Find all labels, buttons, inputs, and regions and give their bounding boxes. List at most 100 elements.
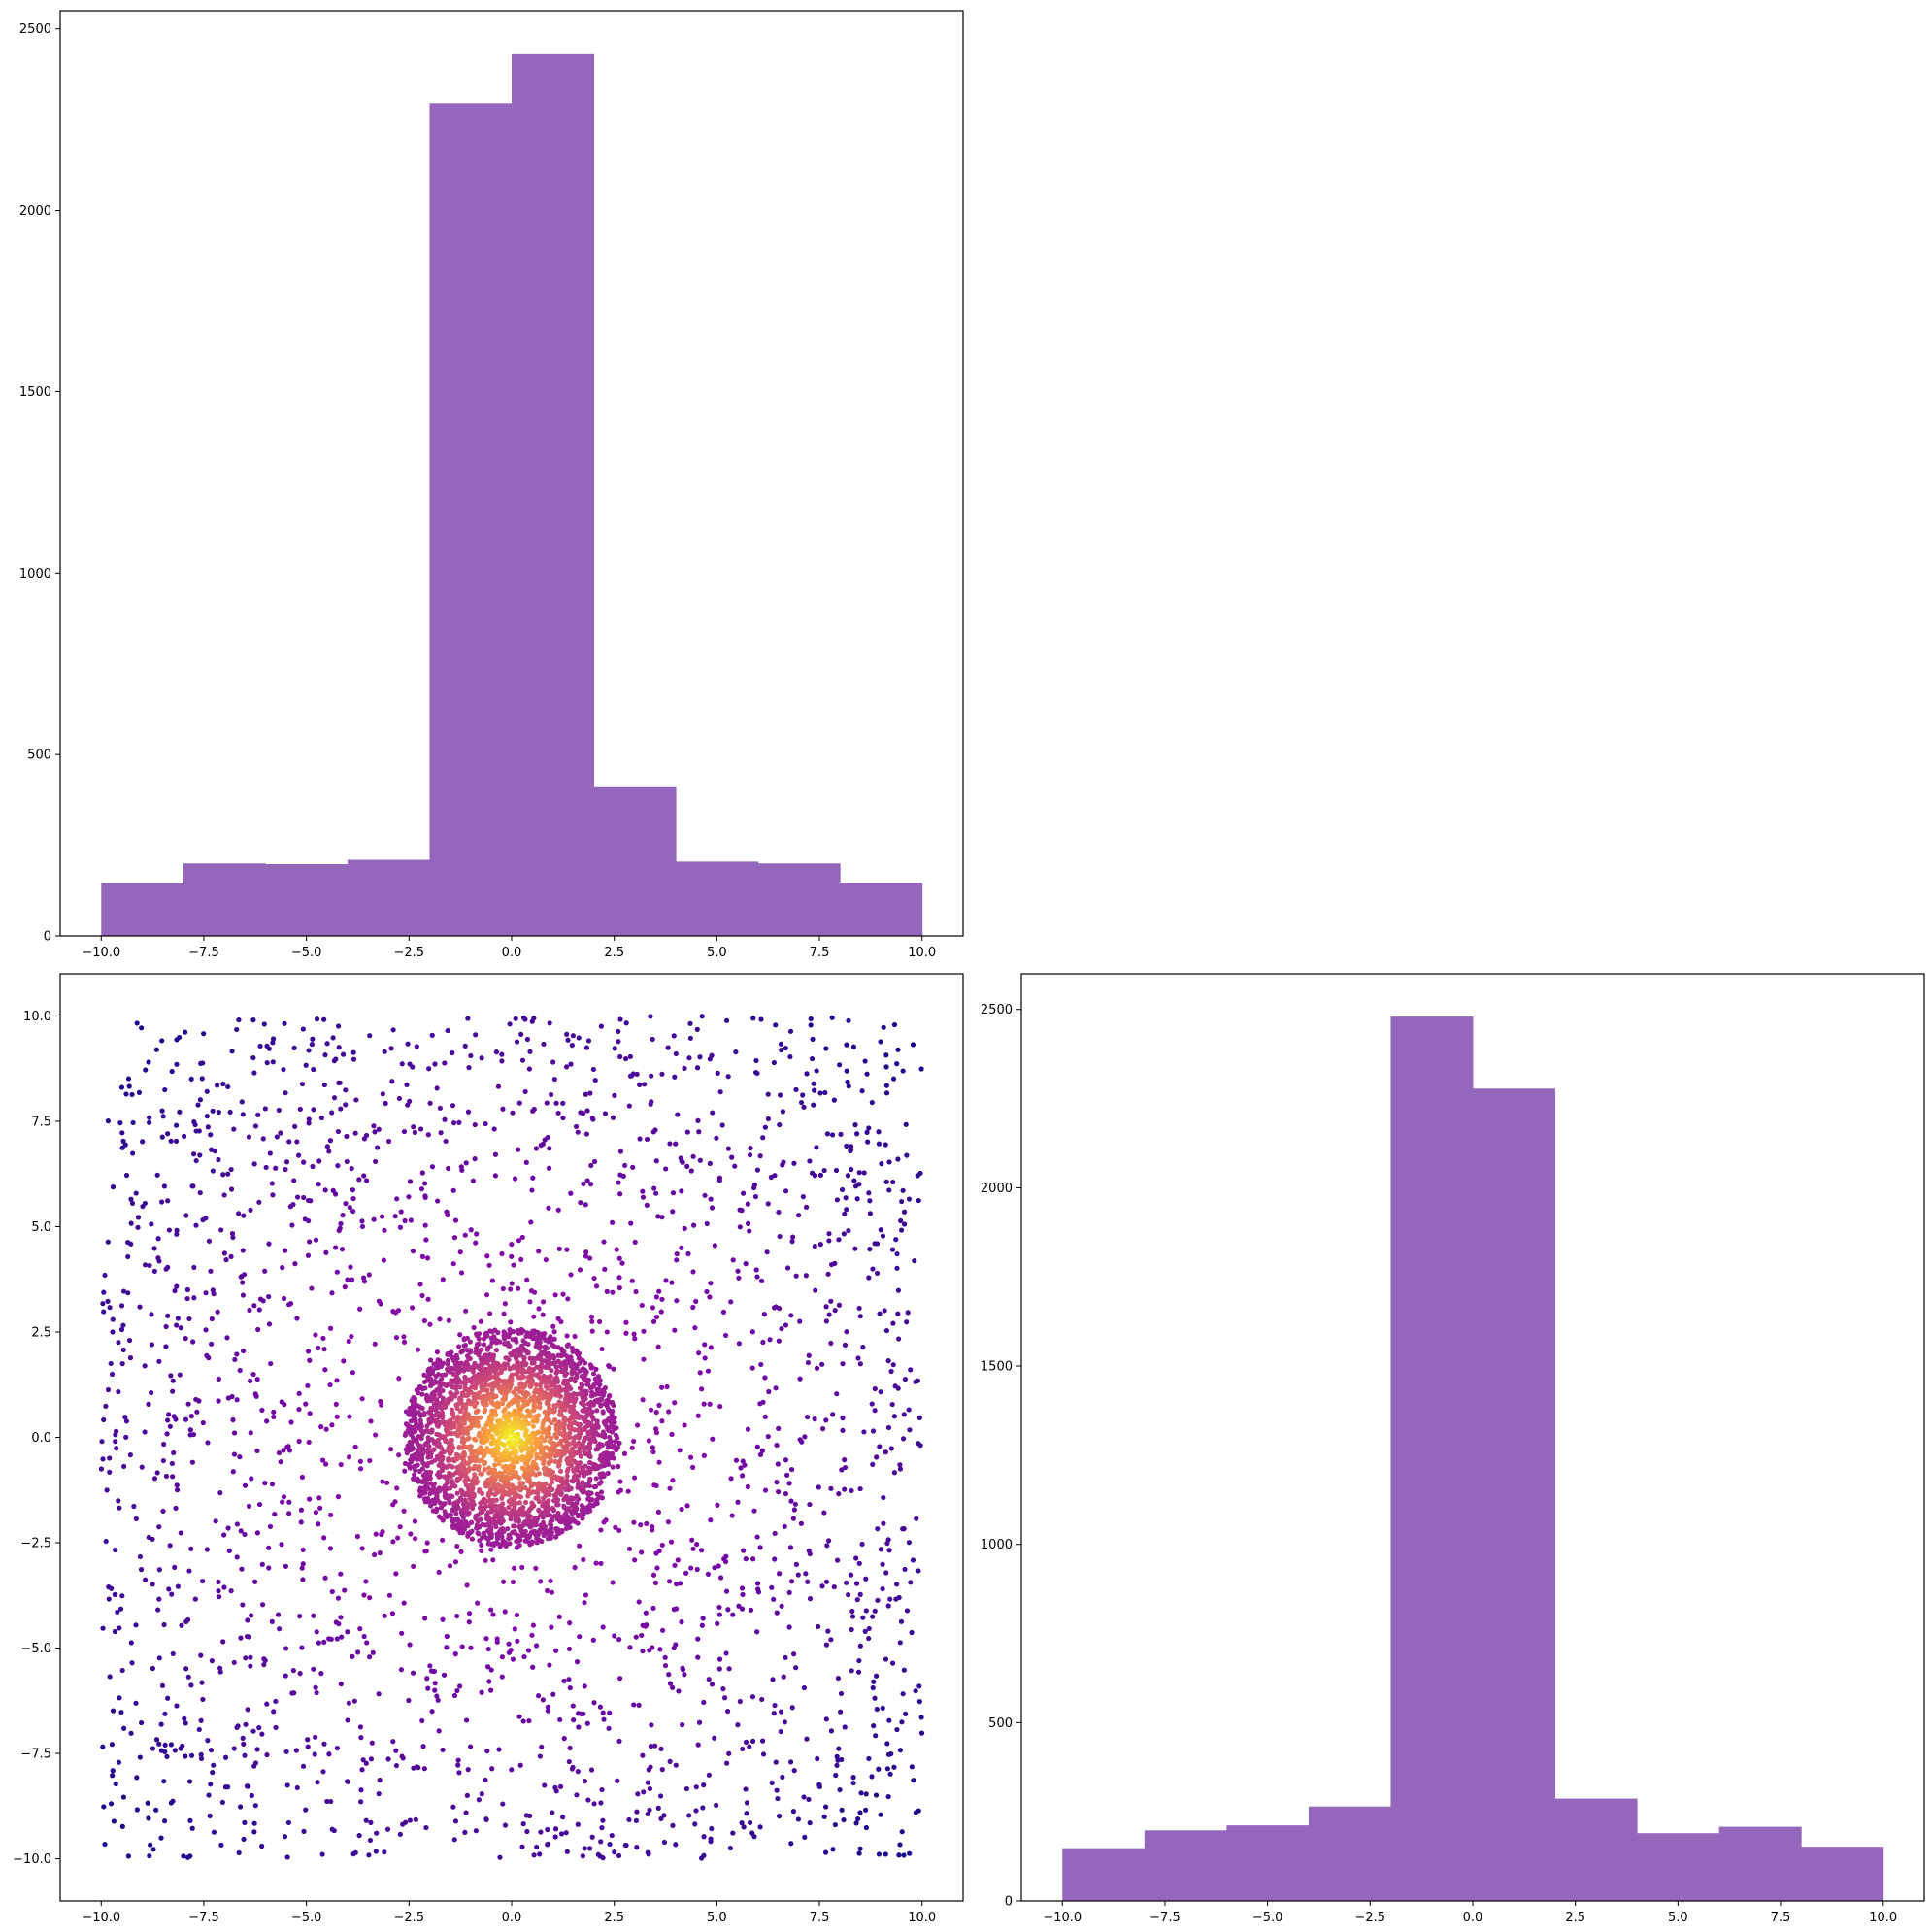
scatter-point — [732, 1163, 738, 1169]
scatter-point — [715, 1070, 720, 1076]
scatter-point — [549, 1589, 555, 1595]
scatter-point — [878, 1227, 883, 1233]
scatter-point — [422, 1385, 428, 1391]
scatter-point — [724, 1708, 731, 1715]
scatter-point — [607, 1841, 613, 1848]
scatter-point — [737, 1698, 743, 1705]
histogram-bar — [101, 883, 184, 936]
scatter-point — [225, 1171, 231, 1177]
scatter-point — [564, 1443, 570, 1449]
scatter-point — [634, 1845, 640, 1850]
scatter-point — [629, 1278, 635, 1283]
scatter-point — [545, 1385, 550, 1391]
scatter-point — [723, 1588, 730, 1594]
scatter-point — [342, 1587, 348, 1593]
scatter-point — [462, 1232, 468, 1238]
scatter-point — [216, 1156, 221, 1163]
scatter-point — [493, 1049, 499, 1055]
scatter-point — [582, 1360, 588, 1366]
scatter-point — [367, 1837, 374, 1844]
scatter-point — [725, 1074, 731, 1080]
scatter-point — [338, 1461, 344, 1468]
scatter-point — [690, 1222, 697, 1228]
scatter-point — [495, 1083, 502, 1089]
scatter-point — [916, 1683, 922, 1689]
scatter-point — [291, 1178, 297, 1183]
scatter-point — [701, 1401, 707, 1407]
scatter-point — [359, 1396, 365, 1402]
scatter-point — [801, 1684, 807, 1691]
scatter-point — [533, 1146, 540, 1151]
scatter-point — [584, 1490, 590, 1496]
scatter-point — [299, 1474, 306, 1481]
scatter-point — [492, 1382, 498, 1389]
scatter-point — [462, 1043, 468, 1049]
scatter-point — [394, 1535, 401, 1541]
scatter-point — [759, 1448, 765, 1453]
scatter-point — [423, 1824, 429, 1831]
scatter-point — [900, 1068, 906, 1074]
scatter-point — [646, 1438, 651, 1444]
scatter-point — [128, 1241, 134, 1247]
scatter-point — [163, 1473, 170, 1480]
scatter-point — [853, 1820, 859, 1826]
scatter-point — [465, 1016, 471, 1021]
scatter-point — [247, 1378, 253, 1384]
scatter-point — [125, 1853, 132, 1859]
scatter-point — [137, 1304, 143, 1310]
scatter-point — [374, 1145, 381, 1150]
scatter-point — [842, 1211, 848, 1216]
scatter-point — [551, 1513, 558, 1519]
scatter-point — [170, 1388, 176, 1394]
scatter-point — [109, 1742, 116, 1748]
scatter-point — [529, 1500, 535, 1506]
scatter-point — [491, 1126, 497, 1132]
scatter-point — [788, 1759, 794, 1765]
scatter-point — [420, 1744, 426, 1749]
scatter-point — [128, 1196, 134, 1202]
scatter-point — [587, 1090, 593, 1096]
scatter-point — [834, 1391, 840, 1397]
scatter-point — [839, 1807, 845, 1813]
scatter-point — [358, 1787, 364, 1793]
scatter-point — [518, 1256, 524, 1263]
scatter-point — [673, 1050, 679, 1057]
scatter-point — [598, 1527, 604, 1533]
scatter-point — [423, 1549, 429, 1554]
scatter-point — [220, 1172, 226, 1178]
scatter-point — [206, 1792, 212, 1798]
scatter-point — [684, 1129, 690, 1135]
scatter-point — [748, 1145, 753, 1151]
scatter-point — [101, 1309, 107, 1315]
scatter-point — [517, 1762, 523, 1768]
scatter-point — [512, 1626, 517, 1632]
scatter-point — [472, 1403, 478, 1410]
scatter-point — [208, 1132, 214, 1138]
scatter-point — [641, 1789, 647, 1795]
scatter-point — [125, 1253, 131, 1260]
scatter-point — [716, 1563, 721, 1569]
scatter-point — [530, 1175, 536, 1181]
scatter-point — [440, 1537, 446, 1543]
scatter-point — [374, 1830, 380, 1836]
scatter-point — [489, 1386, 495, 1393]
scatter-point — [617, 1479, 623, 1484]
scatter-point — [294, 1139, 300, 1145]
scatter-point — [146, 1401, 151, 1407]
scatter-point — [432, 1687, 438, 1693]
scatter-point — [543, 1380, 549, 1385]
scatter-point — [200, 1696, 206, 1703]
scatter-point — [267, 1150, 273, 1156]
scatter-point — [547, 1146, 552, 1151]
scatter-point — [483, 1636, 489, 1642]
scatter-point — [616, 1527, 622, 1533]
scatter-point — [887, 1596, 893, 1602]
scatter-point — [583, 1463, 588, 1469]
scatter-point — [686, 1813, 692, 1818]
scatter-point — [891, 1470, 898, 1476]
scatter-point — [169, 1068, 175, 1075]
scatter-point — [577, 1368, 583, 1374]
scatter-point — [650, 1645, 655, 1650]
scatter-point — [527, 1383, 533, 1389]
scatter-point — [807, 1596, 814, 1602]
